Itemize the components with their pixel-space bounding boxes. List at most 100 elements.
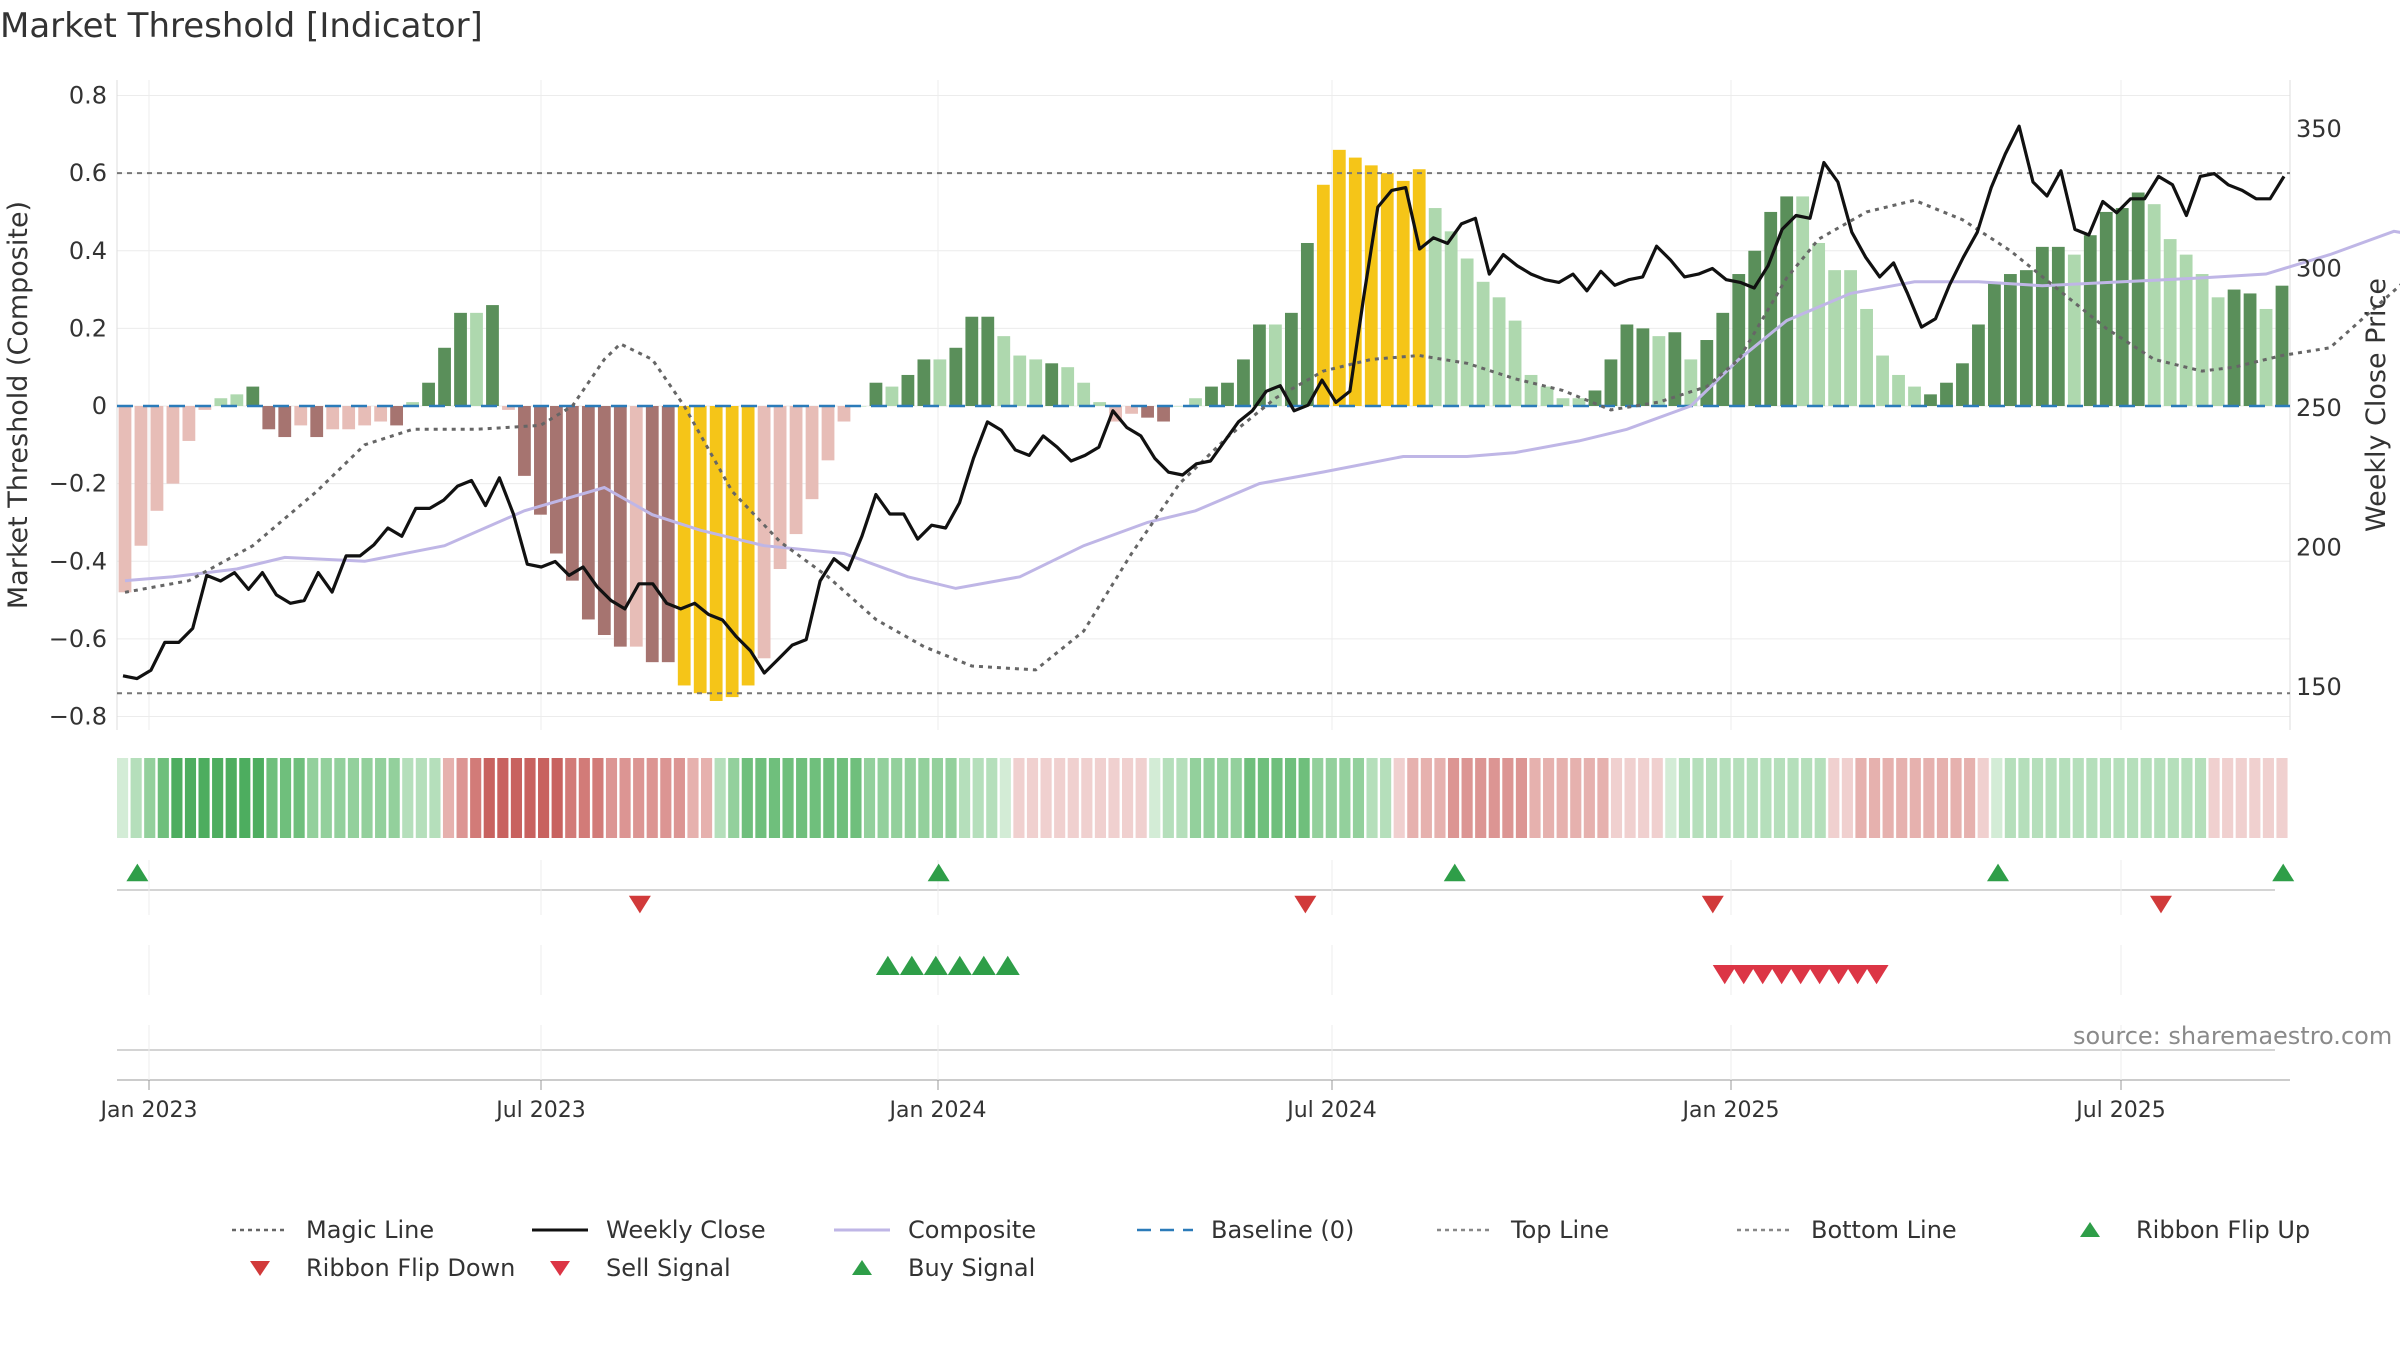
ribbon-cell bbox=[1610, 758, 1623, 838]
histogram-bar bbox=[837, 406, 851, 422]
ribbon-cell bbox=[2018, 758, 2030, 838]
histogram-bar bbox=[1221, 382, 1234, 406]
histogram-bar bbox=[1860, 308, 1873, 406]
histogram-bar bbox=[294, 406, 308, 426]
ribbon-cell bbox=[198, 758, 210, 838]
legend-item: Composite bbox=[832, 1212, 1036, 1248]
legend-label: Baseline (0) bbox=[1211, 1216, 1355, 1244]
histogram-bar bbox=[709, 406, 723, 701]
ribbon-cell bbox=[1257, 758, 1269, 838]
ribbon-cell bbox=[347, 758, 360, 838]
ribbon-cell bbox=[633, 758, 645, 838]
histogram-bar bbox=[374, 406, 388, 422]
histogram-bar bbox=[1205, 386, 1218, 406]
sell-signal-marker bbox=[1845, 965, 1870, 985]
histogram-bar bbox=[805, 406, 819, 500]
ribbon-cell bbox=[904, 758, 916, 838]
ribbon-cell bbox=[2031, 758, 2044, 838]
histogram-bar bbox=[2243, 293, 2257, 406]
ribbon-cell bbox=[891, 758, 903, 838]
x-tick-label: Jul 2025 bbox=[2074, 1098, 2166, 1123]
ribbon-cell bbox=[1624, 758, 1636, 838]
ribbon-cell bbox=[673, 758, 685, 838]
ribbon-cell bbox=[1801, 758, 1813, 838]
histogram-bar bbox=[1348, 157, 1362, 406]
legend-swatch bbox=[852, 1260, 872, 1275]
y-tick-label: −0.2 bbox=[49, 470, 107, 498]
x-tick-label: Jan 2025 bbox=[1681, 1098, 1780, 1123]
histogram-bar bbox=[1061, 367, 1075, 406]
histogram-bar bbox=[757, 406, 771, 659]
ribbon-strip bbox=[117, 758, 2288, 838]
ribbon-cell bbox=[565, 758, 577, 838]
histogram-bar bbox=[2083, 235, 2097, 406]
ribbon-cell bbox=[1298, 758, 1310, 838]
ribbon-cell bbox=[307, 758, 319, 838]
histogram-bar bbox=[629, 406, 643, 647]
ribbon-cell bbox=[2059, 758, 2071, 838]
ribbon-cell bbox=[850, 758, 862, 838]
histogram-bar bbox=[2259, 308, 2273, 406]
legend-swatch bbox=[2080, 1222, 2100, 1237]
ribbon-cell bbox=[1339, 758, 1351, 838]
histogram-bar bbox=[581, 406, 595, 620]
legend-swatch bbox=[1737, 1228, 1793, 1232]
histogram-bar bbox=[2147, 204, 2161, 406]
legend-item: Ribbon Flip Down bbox=[230, 1250, 515, 1286]
histogram-bar bbox=[2179, 254, 2193, 406]
ribbon-cell bbox=[2099, 758, 2111, 838]
ribbon-cell bbox=[2181, 758, 2193, 838]
histogram-bar bbox=[901, 374, 915, 406]
ribbon-cell bbox=[293, 758, 305, 838]
histogram-bar bbox=[2163, 239, 2177, 406]
right-axis-ticks: 350 300 250 200 150 bbox=[2296, 115, 2342, 701]
histogram-bar bbox=[2275, 285, 2289, 406]
ribbon-cell bbox=[700, 758, 713, 838]
histogram-bar bbox=[358, 406, 372, 426]
histogram-bar bbox=[1668, 332, 1682, 406]
ribbon-cell bbox=[823, 758, 835, 838]
ribbon-cell bbox=[1380, 758, 1392, 838]
ribbon-cell bbox=[2276, 758, 2288, 838]
sell-signal-marker bbox=[1731, 965, 1756, 985]
ribbon-cell bbox=[239, 758, 251, 838]
histogram-bar bbox=[597, 406, 611, 635]
histogram-bar bbox=[390, 406, 404, 426]
legend-label: Weekly Close bbox=[606, 1216, 766, 1244]
sell-signal-marker bbox=[1864, 965, 1889, 985]
ribbon-cell bbox=[402, 758, 414, 838]
histogram-bar bbox=[741, 406, 755, 686]
ribbon-cell bbox=[945, 758, 957, 838]
ribbon-cell bbox=[388, 758, 400, 838]
ribbon-cell bbox=[1230, 758, 1242, 838]
buy-signal-marker bbox=[923, 955, 948, 975]
histogram-bar bbox=[2099, 211, 2113, 406]
ribbon-cell bbox=[660, 758, 672, 838]
histogram-bar bbox=[565, 406, 579, 581]
histogram-bar bbox=[262, 406, 276, 430]
ribbon-cell bbox=[1244, 758, 1256, 838]
ribbon-cell bbox=[2249, 758, 2261, 838]
buy-signal-marker bbox=[971, 955, 996, 975]
ribbon-cell bbox=[619, 758, 631, 838]
histogram-bar bbox=[1045, 363, 1059, 406]
histogram-bar bbox=[1636, 328, 1650, 406]
histogram-bar bbox=[550, 406, 563, 554]
histogram-bar bbox=[981, 316, 995, 406]
legend-swatch bbox=[834, 1228, 890, 1232]
ribbon-cell bbox=[1868, 758, 1881, 838]
histogram-bar bbox=[1029, 359, 1043, 406]
legend-swatch bbox=[550, 1261, 570, 1276]
histogram-bar bbox=[1732, 274, 1746, 406]
ribbon-cell bbox=[1570, 758, 1582, 838]
ribbon-cell bbox=[1054, 758, 1066, 838]
histogram-bar bbox=[1300, 242, 1314, 406]
histogram-bar bbox=[1013, 355, 1027, 406]
legend-swatch bbox=[1137, 1228, 1193, 1232]
ribbon-cell bbox=[2194, 758, 2207, 838]
ribbon-cell bbox=[1773, 758, 1786, 838]
ribbon-cell bbox=[2262, 758, 2274, 838]
histogram-bar bbox=[869, 382, 883, 406]
ribbon-cell bbox=[1746, 758, 1758, 838]
histogram-bar bbox=[2195, 274, 2209, 406]
